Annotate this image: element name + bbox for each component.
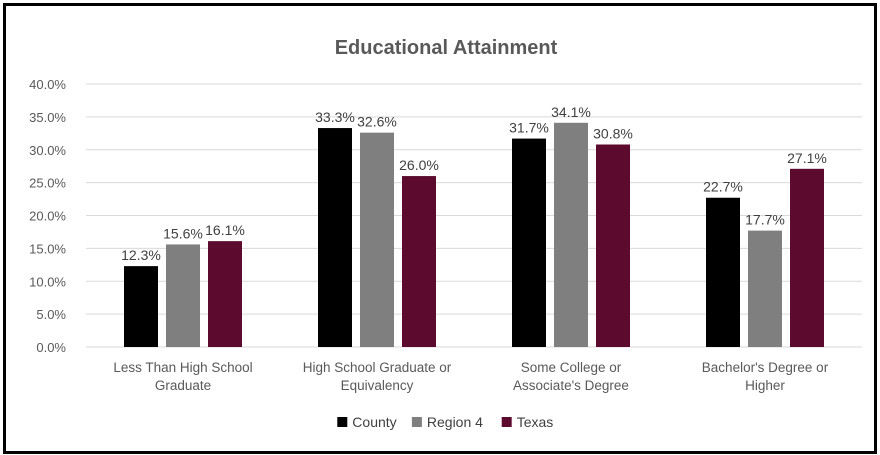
y-tick-label: 0.0% bbox=[36, 340, 66, 355]
category-label: Bachelor's Degree or bbox=[702, 360, 829, 375]
y-tick-label: 30.0% bbox=[29, 143, 66, 158]
y-tick-label: 15.0% bbox=[29, 241, 66, 256]
data-label: 31.7% bbox=[509, 120, 549, 136]
bar bbox=[706, 197, 740, 347]
y-tick-label: 20.0% bbox=[29, 209, 66, 224]
data-label: 17.7% bbox=[745, 212, 785, 228]
category-label: Associate's Degree bbox=[513, 378, 629, 393]
data-label: 26.0% bbox=[399, 157, 439, 173]
data-label: 16.1% bbox=[205, 222, 245, 238]
data-label: 15.6% bbox=[163, 225, 203, 241]
bar bbox=[790, 168, 824, 347]
bar bbox=[748, 230, 782, 347]
data-label: 27.1% bbox=[787, 150, 827, 166]
data-label: 22.7% bbox=[703, 179, 743, 195]
legend-swatch bbox=[337, 417, 348, 427]
y-axis-ticks: 0.0% 5.0% 10.0% 15.0% 20.0% 25.0% 30.0% 35.0% 40… bbox=[29, 77, 66, 355]
bars bbox=[124, 122, 824, 347]
data-labels: 12.3%15.6% 16.1% 33.3% 32.6% 26.0% 31.7%34.1%… bbox=[121, 104, 827, 263]
category-label: Less Than High School bbox=[113, 360, 252, 375]
data-label: 34.1% bbox=[551, 104, 591, 120]
y-tick-label: 5.0% bbox=[36, 307, 66, 322]
bar bbox=[554, 122, 588, 347]
chart-title: Educational Attainment bbox=[335, 37, 558, 59]
y-tick-label: 10.0% bbox=[29, 274, 66, 289]
y-tick-label: 35.0% bbox=[29, 110, 66, 125]
bar bbox=[124, 266, 158, 347]
legend-swatch bbox=[411, 417, 422, 427]
legend-label: Texas bbox=[517, 414, 554, 430]
data-label: 12.3% bbox=[121, 247, 161, 263]
data-label: 30.8% bbox=[593, 125, 633, 141]
data-label: 32.6% bbox=[357, 114, 397, 130]
category-label: Higher bbox=[745, 378, 785, 393]
legend-label: Region 4 bbox=[427, 414, 483, 430]
data-label: 33.3% bbox=[315, 109, 355, 125]
legend-swatch bbox=[501, 417, 512, 427]
bar bbox=[596, 144, 630, 347]
bar bbox=[402, 176, 436, 347]
category-labels: Less Than High School Graduate High School… bbox=[113, 360, 828, 393]
bar bbox=[318, 128, 352, 347]
bar bbox=[512, 138, 546, 347]
bar bbox=[360, 132, 394, 347]
category-label: Equivalency bbox=[341, 378, 414, 393]
category-label: Graduate bbox=[155, 378, 211, 393]
category-label: Some College or bbox=[521, 360, 622, 375]
legend-label: County bbox=[352, 414, 396, 430]
legend: County Region 4 Texas bbox=[337, 414, 553, 430]
bar bbox=[166, 244, 200, 347]
bar bbox=[208, 241, 242, 347]
category-label: High School Graduate or bbox=[303, 360, 452, 375]
y-tick-label: 40.0% bbox=[29, 77, 66, 92]
y-tick-label: 25.0% bbox=[29, 176, 66, 191]
